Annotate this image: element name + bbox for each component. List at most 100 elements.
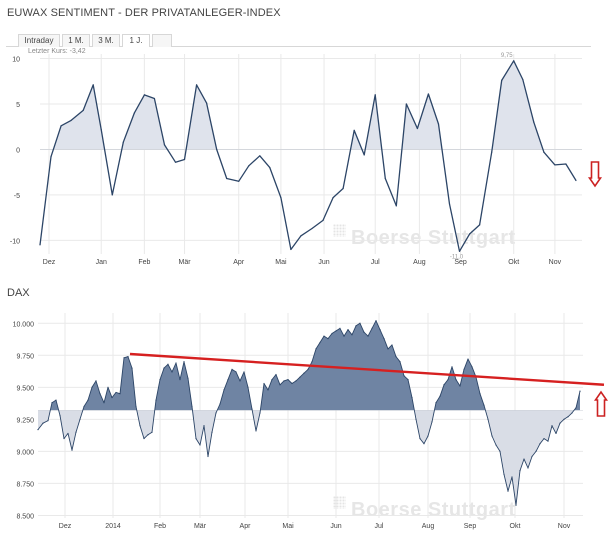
data-point <box>199 444 201 446</box>
data-point <box>171 371 173 373</box>
data-point <box>459 385 461 387</box>
tab-3-months[interactable]: 3 M. <box>92 34 120 47</box>
y-tick-label: -10 <box>10 238 20 245</box>
data-point <box>363 331 365 333</box>
data-point <box>99 393 101 395</box>
data-point <box>191 405 193 408</box>
data-point <box>554 164 556 166</box>
tab-extra[interactable] <box>152 34 172 47</box>
data-point <box>82 109 84 111</box>
data-point <box>263 382 265 385</box>
data-point <box>238 180 240 182</box>
x-tick-label: Sep <box>454 259 467 266</box>
x-tick-label: Nov <box>558 523 571 530</box>
data-point <box>111 396 113 399</box>
data-point <box>447 379 449 381</box>
data-point <box>255 430 257 432</box>
data-point <box>127 355 129 358</box>
data-point <box>75 431 77 433</box>
y-tick-label: 9.500 <box>16 385 34 392</box>
data-point <box>143 437 145 440</box>
data-point <box>248 165 250 167</box>
data-point <box>303 372 305 374</box>
data-point <box>522 78 524 81</box>
data-point <box>287 379 289 381</box>
data-point <box>419 437 421 440</box>
data-point <box>507 490 509 492</box>
data-point <box>535 450 537 452</box>
data-point <box>107 386 109 388</box>
sentiment-down-arrow-icon <box>587 161 603 188</box>
data-point <box>239 380 241 382</box>
x-tick-label: Mär <box>179 259 192 266</box>
data-point <box>183 158 186 161</box>
data-point <box>271 379 273 381</box>
data-point <box>219 403 221 405</box>
data-point <box>463 368 465 370</box>
data-point <box>207 455 209 458</box>
data-point <box>163 367 165 369</box>
data-point <box>226 177 228 180</box>
data-point <box>395 355 397 358</box>
data-point <box>92 84 94 86</box>
data-point <box>95 380 97 382</box>
x-tick-label: Apr <box>240 523 252 530</box>
data-point <box>70 119 72 121</box>
area-fill-below <box>38 410 580 506</box>
data-point <box>79 418 81 420</box>
data-point <box>501 79 503 81</box>
data-point <box>423 443 425 445</box>
data-point <box>335 330 337 332</box>
x-tick-label: Aug <box>413 259 426 266</box>
x-tick-label: Dez <box>43 259 56 266</box>
data-point <box>223 389 225 391</box>
data-point <box>47 420 49 422</box>
data-point <box>206 102 208 104</box>
x-tick-label: Jul <box>375 523 384 530</box>
y-tick-label: 10 <box>12 57 20 64</box>
x-tick-label: Jul <box>371 259 380 266</box>
data-point <box>531 455 533 458</box>
data-point <box>407 379 409 381</box>
data-point <box>439 395 441 397</box>
data-point <box>235 371 237 373</box>
data-point <box>431 421 433 423</box>
data-point <box>39 244 41 246</box>
data-point <box>567 416 569 418</box>
data-point <box>327 338 329 340</box>
data-point <box>216 148 218 151</box>
data-point <box>575 407 577 409</box>
data-point <box>319 341 321 344</box>
tab-1-year[interactable]: 1 J. <box>122 34 150 47</box>
tab-1-month[interactable]: 1 M. <box>62 34 90 47</box>
data-point <box>503 473 505 476</box>
data-point <box>551 425 553 427</box>
data-point <box>374 94 376 96</box>
x-tick-label: Dez <box>59 523 72 530</box>
data-point <box>435 402 437 404</box>
data-point <box>211 431 213 433</box>
watermark-top: Boerse Stuttgart <box>351 227 516 249</box>
data-point <box>559 422 561 424</box>
data-point <box>448 203 451 205</box>
sentiment-chart-title: EUWAX SENTIMENT - DER PRIVATANLEGER-INDE… <box>7 7 281 19</box>
data-point <box>527 467 529 469</box>
data-point <box>399 361 401 363</box>
data-point <box>227 379 229 381</box>
data-point <box>343 335 345 337</box>
last-price-label: Letzter Kurs: -3,42 <box>28 48 86 55</box>
data-point <box>471 366 473 368</box>
data-point <box>143 94 145 96</box>
data-point <box>167 363 169 365</box>
data-point <box>147 434 149 436</box>
data-point <box>332 197 334 199</box>
data-point <box>279 384 281 386</box>
data-point <box>259 412 261 414</box>
data-point <box>351 334 353 336</box>
data-point <box>427 435 429 437</box>
tab-intraday[interactable]: Intraday <box>18 34 60 47</box>
data-point <box>311 227 313 230</box>
data-point <box>479 393 481 395</box>
data-point <box>139 425 141 427</box>
